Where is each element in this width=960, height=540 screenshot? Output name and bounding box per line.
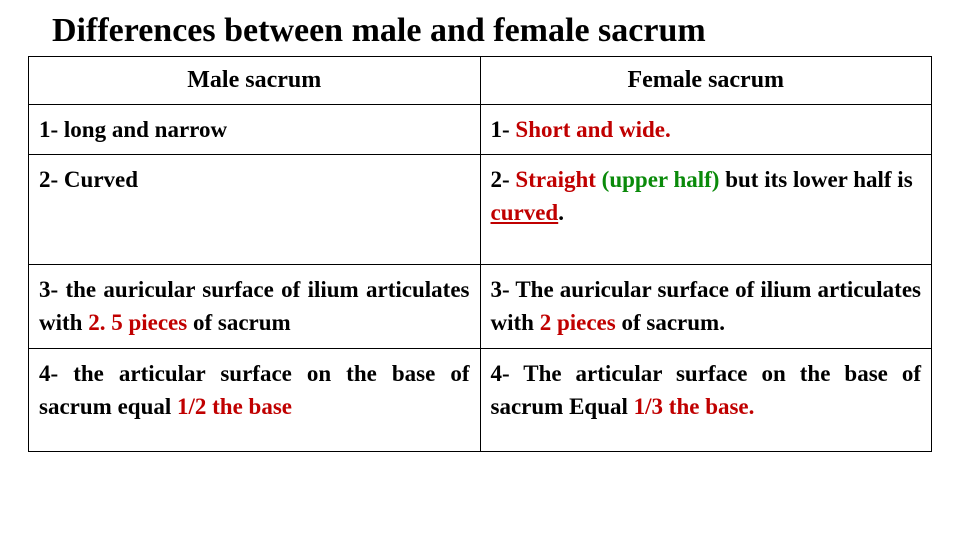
cell-female-3: 3- The auricular surface of ilium articu…	[480, 264, 932, 348]
row-num: 4-	[39, 361, 73, 386]
cell-text: (upper half)	[602, 167, 720, 192]
cell-text: but its lower half is	[719, 167, 912, 192]
comparison-table: Male sacrum Female sacrum 1- long and na…	[28, 56, 932, 452]
table-row: 3- the auricular surface of ilium articu…	[29, 264, 932, 348]
page-title: Differences between male and female sacr…	[28, 12, 932, 50]
cell-text: Short and wide.	[515, 117, 670, 142]
row-num: 4-	[491, 361, 524, 386]
cell-male-3: 3- the auricular surface of ilium articu…	[29, 264, 481, 348]
cell-text: 2 pieces	[540, 310, 616, 335]
cell-text: Straight	[515, 167, 601, 192]
cell-female-1: 1- Short and wide.	[480, 104, 932, 154]
cell-female-4: 4- The articular surface on the base of …	[480, 348, 932, 452]
cell-male-4: 4- the articular surface on the base of …	[29, 348, 481, 452]
cell-text: .	[558, 200, 564, 225]
header-male: Male sacrum	[29, 57, 481, 105]
cell-text: long and narrow	[64, 117, 227, 142]
cell-text: 1/3 the base.	[634, 394, 755, 419]
cell-male-2: 2- Curved	[29, 155, 481, 265]
cell-text: 2. 5 pieces	[88, 310, 187, 335]
row-num: 2-	[39, 167, 64, 192]
table-row: 1- long and narrow 1- Short and wide.	[29, 104, 932, 154]
cell-text: curved	[491, 200, 559, 225]
row-num: 2-	[491, 167, 516, 192]
header-female: Female sacrum	[480, 57, 932, 105]
cell-text: of sacrum	[187, 310, 290, 335]
row-num: 1-	[491, 117, 516, 142]
row-num: 3-	[491, 277, 516, 302]
table-row: 4- the articular surface on the base of …	[29, 348, 932, 452]
cell-text: Curved	[64, 167, 138, 192]
row-num: 1-	[39, 117, 64, 142]
cell-male-1: 1- long and narrow	[29, 104, 481, 154]
cell-female-2: 2- Straight (upper half) but its lower h…	[480, 155, 932, 265]
row-num: 3-	[39, 277, 65, 302]
table-header-row: Male sacrum Female sacrum	[29, 57, 932, 105]
cell-text: of sacrum.	[616, 310, 725, 335]
cell-text: 1/2 the base	[177, 394, 292, 419]
table-row: 2- Curved 2- Straight (upper half) but i…	[29, 155, 932, 265]
